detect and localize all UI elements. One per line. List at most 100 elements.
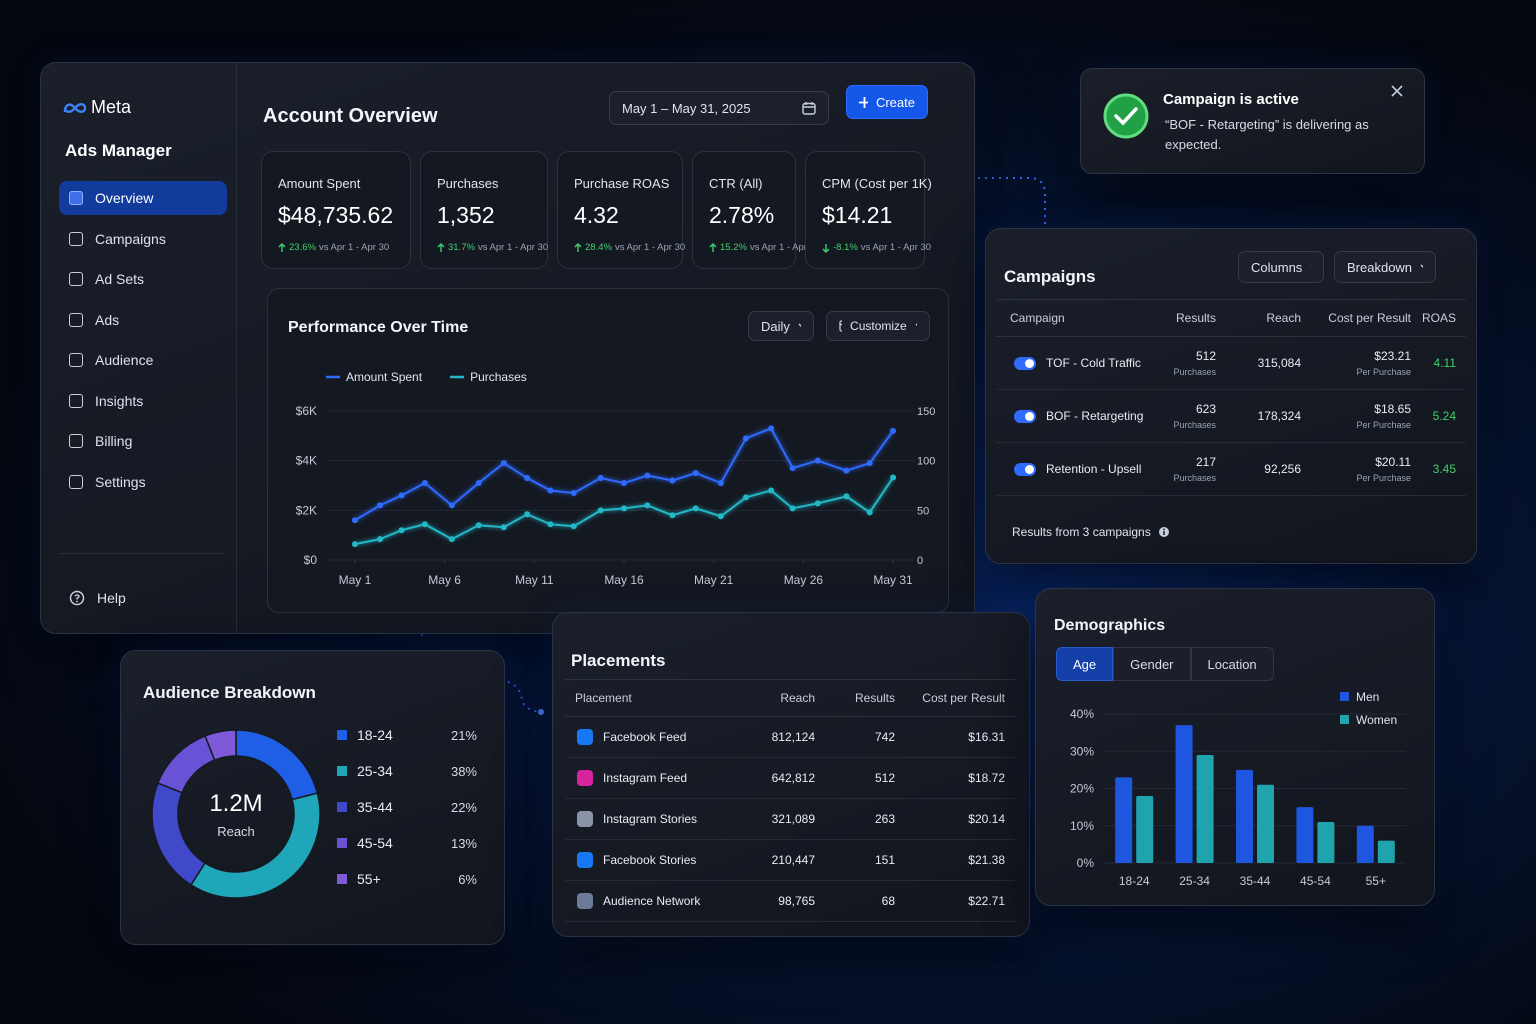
- legend-swatch: [337, 802, 347, 812]
- kpi-card: CPM (Cost per 1K) $14.21 -8.1% vs Apr 1 - A…: [805, 151, 932, 269]
- nav-item[interactable]: Settings: [59, 465, 227, 499]
- placement-value: $21.38: [968, 853, 1005, 867]
- kpi-card: CTR (All) 2.78% 15.2% vs Apr 1 - Apr 30: [692, 151, 820, 269]
- data-point: [644, 472, 651, 479]
- data-point: [890, 474, 897, 481]
- nav-icon: [69, 312, 83, 327]
- nav-item[interactable]: Ad Sets: [59, 262, 227, 296]
- columns-button[interactable]: Columns: [1238, 251, 1324, 283]
- data-point: [814, 500, 821, 507]
- data-point: [448, 502, 455, 509]
- status-toggle[interactable]: [1014, 356, 1036, 370]
- data-point: [500, 524, 507, 531]
- y2-tick-label: 150: [917, 406, 935, 418]
- kpi-label: CTR (All): [709, 176, 763, 191]
- data-point: [500, 460, 507, 467]
- column-header: Cost per Result: [922, 691, 1005, 705]
- donut-segment: [156, 734, 216, 794]
- cost-cell: $23.21 Per Purchase: [1301, 349, 1411, 377]
- placement-value: 68: [881, 894, 895, 908]
- campaign-row: TOF - Cold Traffic 512 Purchases 315,084 $23…: [996, 337, 1466, 390]
- nav-icon: [69, 272, 83, 286]
- interval-label: Daily: [761, 318, 790, 334]
- placement-value: 321,089: [771, 812, 815, 826]
- brand-name: Meta: [91, 97, 132, 117]
- tab[interactable]: Gender: [1113, 647, 1191, 681]
- data-point: [524, 475, 531, 482]
- y-tick-label: 10%: [1070, 819, 1094, 833]
- column-header: Results: [1175, 311, 1216, 325]
- demographics-panel: Demographics Age Gender Location 0% 10% 20% 3…: [1035, 588, 1435, 906]
- date-picker[interactable]: May 1 – May 31, 2025: [609, 91, 829, 125]
- placement-row: Instagram Stories 321,089 263 $20.14: [565, 799, 1015, 840]
- cost-value: $20.11: [1375, 455, 1411, 469]
- kpi-change: 28.4% vs Apr 1 - Apr 30: [574, 242, 685, 253]
- tabs: Age Gender Location: [1056, 647, 1274, 681]
- campaign-name: Retention - Upsell: [1046, 462, 1142, 476]
- nav-label: Audience: [95, 352, 154, 368]
- data-point: [547, 521, 554, 528]
- roas-cell: 5.24: [1432, 409, 1456, 423]
- help-link[interactable]: Help: [59, 581, 227, 615]
- placement-value: 263: [874, 812, 895, 826]
- kpi-change: 31.7% vs Apr 1 - Apr 30: [437, 242, 548, 253]
- sidebar: Meta Ads Manager Overview Campaigns Ad Set…: [41, 63, 237, 633]
- calendar-icon: [802, 102, 816, 115]
- legend-label: 25-34: [357, 763, 393, 779]
- platform-icon: [577, 893, 593, 909]
- interval-dropdown[interactable]: Daily: [748, 311, 814, 341]
- x-tick-label: 25-34: [1179, 874, 1210, 888]
- x-tick-label: May 1: [339, 573, 372, 587]
- trend-arrow: [437, 242, 445, 252]
- nav-icon: [69, 393, 83, 408]
- data-point: [742, 494, 749, 501]
- results-value: 623: [1195, 402, 1216, 416]
- placement-name: Instagram Feed: [603, 771, 688, 785]
- toast: Campaign is active “BOF - Retargeting” i…: [1080, 68, 1425, 174]
- placement-name: Audience Network: [603, 894, 701, 908]
- results-unit: Purchases: [1173, 420, 1216, 430]
- data-point: [421, 521, 428, 528]
- placement-row: Facebook Feed 812,124 742 $16.31: [565, 717, 1015, 758]
- tab[interactable]: Age: [1056, 647, 1114, 681]
- legend-label: 55+: [357, 871, 381, 887]
- nav-item[interactable]: Insights: [59, 384, 227, 418]
- legend-value: 21%: [450, 727, 477, 743]
- status-toggle[interactable]: [1014, 462, 1036, 476]
- close-button[interactable]: [1391, 85, 1403, 97]
- performance-title: Performance Over Time: [288, 319, 469, 336]
- campaigns-panel: Campaigns Columns Breakdown Campaign Resu…: [985, 228, 1477, 564]
- legend-row: 45-54 13%: [337, 835, 477, 851]
- x-tick-label: 35-44: [1240, 874, 1271, 888]
- nav-item[interactable]: Overview: [59, 181, 227, 215]
- column-header: Results: [854, 691, 895, 705]
- tab[interactable]: Location: [1190, 647, 1274, 681]
- legend-label: 45-54: [357, 835, 393, 851]
- arrow-path: [278, 242, 286, 252]
- breakdown-button[interactable]: Breakdown: [1334, 251, 1436, 283]
- customize-button[interactable]: Customize: [826, 311, 930, 341]
- platform-icon: [577, 770, 593, 786]
- legend-label: Women: [1356, 713, 1397, 727]
- nav-item[interactable]: Billing: [59, 424, 227, 458]
- help-icon: [69, 590, 85, 606]
- campaign-row: BOF - Retargeting 623 Purchases 178,324 $18.…: [996, 390, 1466, 443]
- nav-item[interactable]: Audience: [59, 343, 227, 377]
- placements-panel: Placements Placement Reach Results Cost per…: [552, 612, 1030, 937]
- create-button[interactable]: Create: [846, 85, 928, 119]
- legend-value: 22%: [450, 799, 477, 815]
- main-panel: Meta Ads Manager Overview Campaigns Ad Set…: [40, 62, 975, 634]
- column-header: Reach: [1266, 311, 1301, 325]
- legend-label: Amount Spent: [346, 370, 423, 384]
- nav-item[interactable]: Ads: [59, 303, 227, 337]
- kpi-change-value: 31.7%: [448, 242, 475, 253]
- status-toggle[interactable]: [1014, 409, 1036, 423]
- cost-unit: Per Purchase: [1356, 367, 1411, 377]
- customize-icon: [839, 320, 843, 332]
- nav-item[interactable]: Campaigns: [59, 222, 227, 256]
- cost-unit: Per Purchase: [1356, 473, 1411, 483]
- y-tick-label: 30%: [1070, 744, 1094, 758]
- create-label: Create: [875, 94, 915, 110]
- data-point: [814, 457, 821, 464]
